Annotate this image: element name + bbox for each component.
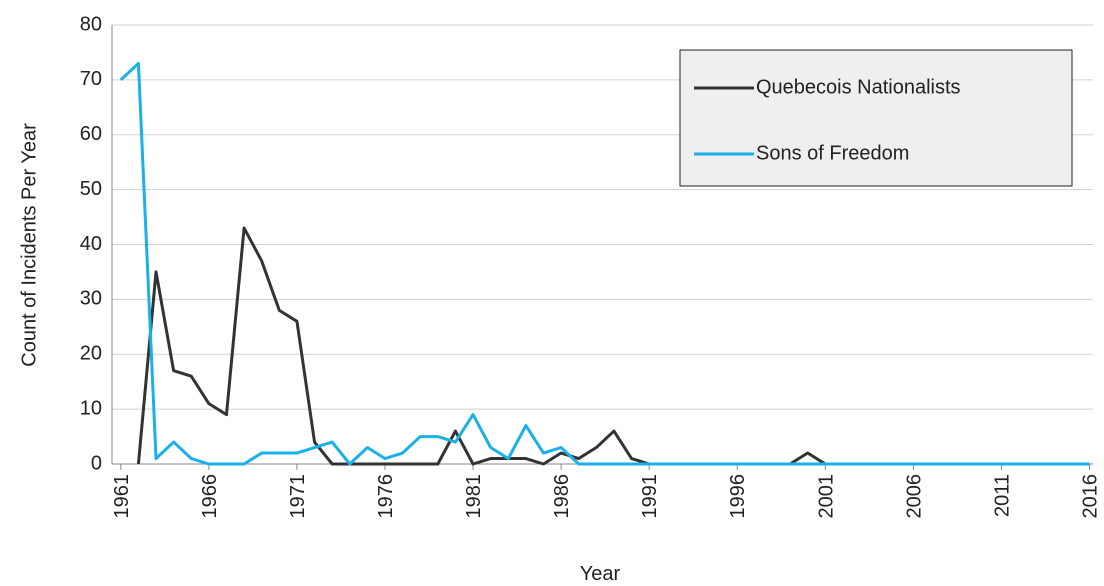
y-tick-label: 10 (80, 397, 102, 419)
y-tick-label: 0 (91, 452, 102, 474)
x-tick-label: 1961 (111, 474, 133, 519)
x-tick-label: 2006 (903, 474, 925, 519)
x-tick-label: 1986 (551, 474, 573, 519)
x-tick-label: 2016 (1079, 474, 1101, 519)
x-tick-label: 2011 (991, 474, 1013, 517)
series-line (136, 226, 1090, 466)
y-tick-label: 20 (80, 343, 102, 365)
x-tick-label: 1996 (727, 474, 749, 519)
y-tick-label: 60 (80, 123, 102, 145)
x-tick-label: 1981 (463, 474, 485, 519)
y-tick-label: 40 (80, 233, 102, 255)
x-tick-label: 1976 (375, 474, 397, 519)
legend-box (679, 49, 1073, 187)
y-tick-label: 50 (80, 178, 102, 200)
y-tick-label: 80 (80, 13, 102, 35)
x-tick-label: 1991 (639, 474, 661, 519)
x-tick-label: 1971 (287, 474, 309, 519)
series-line (119, 61, 1090, 466)
x-tick-label: 2001 (815, 474, 837, 519)
legend-label: Quebecois Nationalists (756, 76, 961, 98)
x-tick-label: 1966 (199, 474, 221, 519)
legend-label: Sons of Freedom (756, 142, 909, 164)
y-tick-label: 70 (80, 68, 102, 90)
x-axis-label: Year (580, 563, 621, 585)
y-tick-label: 30 (80, 288, 102, 310)
y-axis-label: Count of Incidents Per Year (18, 123, 40, 367)
